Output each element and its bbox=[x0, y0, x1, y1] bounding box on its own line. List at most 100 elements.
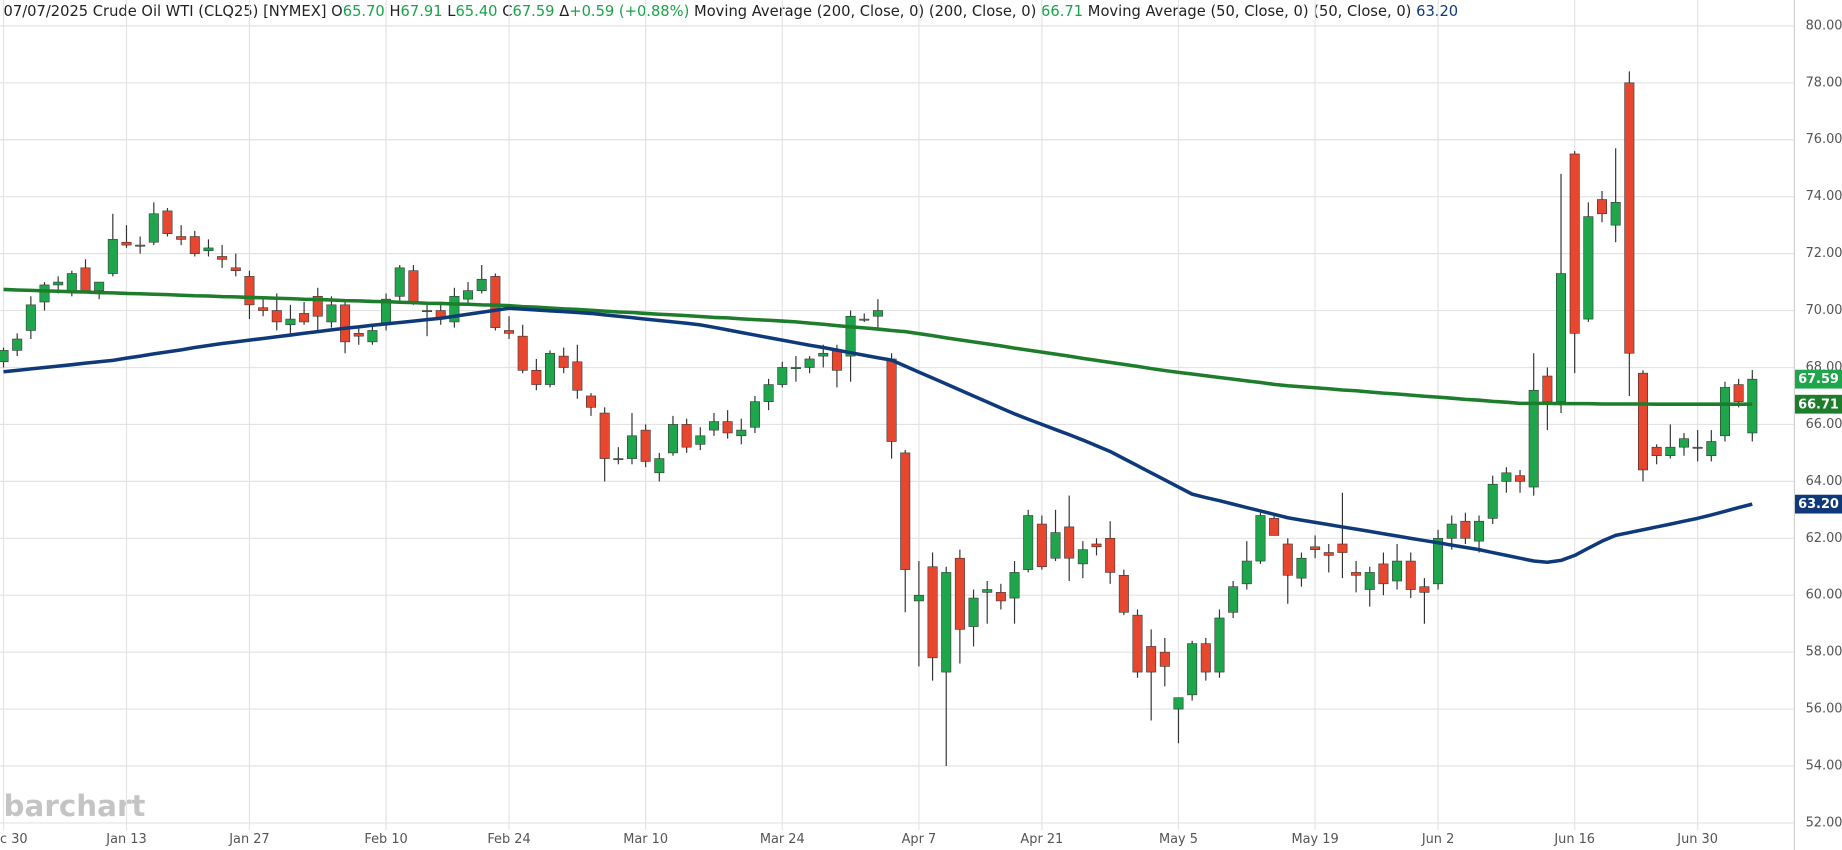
candle-body bbox=[312, 296, 323, 317]
candle-body bbox=[654, 458, 665, 474]
x-tick-label: May 5 bbox=[1159, 832, 1198, 847]
candle-body bbox=[818, 352, 829, 357]
candle-body bbox=[1651, 446, 1662, 457]
price-tag bbox=[1795, 394, 1842, 414]
candle-body bbox=[244, 276, 255, 306]
candle-body bbox=[790, 367, 801, 369]
y-tick-label: 78.00 bbox=[1806, 75, 1842, 90]
candle-body bbox=[1733, 384, 1744, 402]
candle-body bbox=[25, 304, 36, 331]
candle-body bbox=[449, 296, 460, 323]
candle-body bbox=[804, 358, 815, 368]
header-part: 63.20 bbox=[1416, 3, 1458, 20]
price-tag bbox=[1795, 369, 1842, 389]
candle-body bbox=[1173, 697, 1184, 710]
candle-body bbox=[162, 210, 173, 234]
candle-body bbox=[53, 281, 64, 286]
candle-body bbox=[326, 304, 337, 323]
candle-body bbox=[463, 290, 474, 300]
candle-body bbox=[1624, 82, 1635, 354]
candle-body bbox=[1405, 560, 1416, 590]
candle-body bbox=[886, 358, 897, 442]
x-tick-label: Apr 7 bbox=[902, 832, 937, 847]
x-tick-label: Feb 24 bbox=[487, 832, 530, 847]
candle-body bbox=[545, 352, 556, 385]
candle-body bbox=[176, 236, 187, 240]
candle-body bbox=[1269, 518, 1280, 536]
candle-body bbox=[531, 370, 542, 385]
candle-body bbox=[722, 421, 733, 434]
candle-body bbox=[1569, 153, 1580, 334]
header-part: Δ bbox=[559, 3, 569, 20]
candle-body bbox=[613, 458, 624, 461]
x-tick-label: Jan 27 bbox=[228, 832, 269, 847]
x-tick-label: Jan 13 bbox=[105, 832, 146, 847]
candle-body bbox=[1023, 515, 1034, 570]
x-tick-label: c 30 bbox=[0, 832, 28, 847]
candle-body bbox=[0, 350, 9, 363]
candle-body bbox=[230, 267, 241, 271]
y-tick-label: 58.00 bbox=[1806, 645, 1842, 660]
candle-body bbox=[1105, 537, 1116, 573]
candle-body bbox=[1351, 572, 1362, 576]
candle-body bbox=[1474, 520, 1485, 542]
x-tick-label: Feb 10 bbox=[364, 832, 407, 847]
header-part: +0.59 (+0.88%) bbox=[569, 3, 689, 20]
candle-body bbox=[1678, 438, 1689, 448]
candle-body bbox=[517, 335, 528, 371]
candle-body bbox=[927, 566, 938, 659]
candle-body bbox=[1241, 560, 1252, 585]
candle-body bbox=[995, 592, 1006, 602]
candle-body bbox=[859, 318, 870, 321]
price-tag-label: 67.59 bbox=[1798, 372, 1839, 387]
candle-body bbox=[1706, 441, 1717, 457]
candle-body bbox=[954, 557, 965, 630]
candle-body bbox=[1146, 646, 1157, 673]
header-part: 65.40 bbox=[455, 3, 497, 20]
price-tag bbox=[1795, 494, 1842, 514]
candle-body bbox=[271, 310, 282, 323]
y-tick-label: 52.00 bbox=[1806, 815, 1842, 830]
candle-body bbox=[1159, 651, 1170, 667]
y-tick-label: 72.00 bbox=[1806, 246, 1842, 261]
y-tick-label: 70.00 bbox=[1806, 303, 1842, 318]
candle-body bbox=[1064, 526, 1075, 559]
x-tick-label: Apr 21 bbox=[1020, 832, 1063, 847]
candle-body bbox=[94, 281, 105, 291]
price-tag-label: 66.71 bbox=[1798, 397, 1839, 412]
candle-body bbox=[1310, 546, 1321, 550]
candle-body bbox=[107, 239, 118, 274]
y-tick-label: 62.00 bbox=[1806, 531, 1842, 546]
candle-body bbox=[599, 412, 610, 459]
candle-body bbox=[1132, 614, 1143, 673]
candle-body bbox=[408, 270, 419, 303]
y-tick-label: 76.00 bbox=[1806, 132, 1842, 147]
candle-body bbox=[941, 572, 952, 673]
header-part: 67.59 bbox=[512, 3, 554, 20]
candle-body bbox=[1610, 202, 1621, 226]
header-part: 66.71 bbox=[1041, 3, 1083, 20]
y-tick-label: 56.00 bbox=[1806, 702, 1842, 717]
candle-body bbox=[1515, 475, 1526, 482]
candle-body bbox=[299, 313, 310, 323]
candle-body bbox=[1487, 483, 1498, 519]
candle-body bbox=[872, 310, 883, 317]
candle-body bbox=[1282, 543, 1293, 576]
candle-body bbox=[422, 310, 433, 313]
candle-body bbox=[476, 278, 487, 291]
header-part: L bbox=[447, 3, 456, 20]
candle-body bbox=[1077, 549, 1088, 565]
header-part: 07/07/2025 Crude Oil WTI (CLQ25) [NYMEX] bbox=[4, 3, 327, 20]
moving-average-line bbox=[3, 306, 1753, 564]
candle-body bbox=[845, 315, 856, 357]
candle-body bbox=[695, 435, 706, 445]
y-tick-label: 54.00 bbox=[1806, 759, 1842, 774]
candle-body bbox=[1556, 273, 1567, 402]
candle-body bbox=[217, 256, 228, 260]
candle-body bbox=[203, 247, 214, 252]
candle-body bbox=[1337, 543, 1348, 553]
candle-body bbox=[1091, 543, 1102, 548]
candle-body bbox=[285, 318, 296, 326]
candle-body bbox=[12, 338, 23, 351]
candle-body bbox=[1296, 557, 1307, 579]
